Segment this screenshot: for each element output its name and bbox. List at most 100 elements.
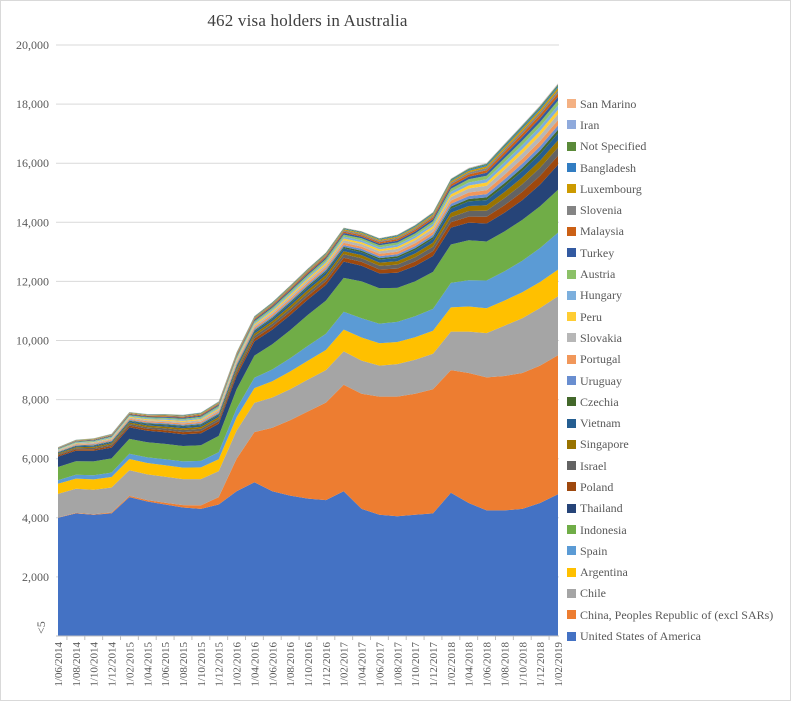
x-axis-label: 1/08/2018 bbox=[499, 642, 511, 687]
area-series bbox=[58, 355, 558, 518]
legend-label: United States of America bbox=[580, 629, 701, 644]
legend-item: San Marino bbox=[567, 93, 789, 114]
y-axis-label: 4,000 bbox=[22, 511, 49, 525]
legend-swatch-icon bbox=[567, 376, 576, 385]
legend-swatch-icon bbox=[567, 163, 576, 173]
legend-label: Hungary bbox=[580, 288, 622, 303]
y-axis-label: 6,000 bbox=[22, 452, 49, 466]
legend-swatch-icon bbox=[567, 354, 576, 364]
legend-swatch-icon bbox=[567, 141, 576, 151]
legend-label: Bangladesh bbox=[580, 160, 636, 175]
legend-item: Chile bbox=[567, 583, 789, 604]
x-axis-label: 1/10/2018 bbox=[517, 642, 529, 687]
legend-item: Hungary bbox=[567, 285, 789, 306]
legend-item: Spain bbox=[567, 540, 789, 561]
x-axis-label: 1/04/2017 bbox=[357, 642, 369, 687]
legend-swatch-icon bbox=[567, 503, 576, 513]
x-axis-label: 1/04/2015 bbox=[142, 642, 154, 687]
legend-swatch-icon bbox=[567, 205, 576, 215]
x-axis-label: 1/04/2016 bbox=[249, 642, 261, 687]
x-axis-label: 1/08/2014 bbox=[71, 642, 83, 687]
legend-item: Indonesia bbox=[567, 519, 789, 540]
y-axis-zero-label: <5 bbox=[34, 621, 48, 634]
x-axis-label: 1/12/2016 bbox=[321, 642, 333, 687]
legend-label: Czechia bbox=[580, 394, 619, 409]
legend-item: Singapore bbox=[567, 434, 789, 455]
x-axis-label: 1/02/2019 bbox=[553, 642, 565, 687]
legend-item: Bangladesh bbox=[567, 157, 789, 178]
x-axis-label: 1/02/2017 bbox=[339, 642, 351, 687]
legend-swatch-icon bbox=[567, 269, 576, 279]
legend-item: Slovenia bbox=[567, 199, 789, 220]
legend-label: Slovakia bbox=[580, 330, 622, 345]
legend-label: Vietnam bbox=[580, 416, 621, 431]
legend-label: Turkey bbox=[580, 245, 615, 260]
legend-swatch-icon bbox=[567, 333, 576, 343]
legend-item: Thailand bbox=[567, 498, 789, 519]
legend-label: San Marino bbox=[580, 96, 637, 111]
x-axis-label: 1/12/2017 bbox=[428, 642, 440, 687]
x-axis-label: 1/02/2015 bbox=[124, 642, 136, 687]
y-axis-label: 14,000 bbox=[16, 215, 49, 229]
legend-swatch-icon bbox=[567, 631, 576, 641]
legend-swatch-icon bbox=[567, 482, 576, 492]
x-axis-label: 1/06/2017 bbox=[374, 642, 386, 687]
x-axis-label: 1/02/2018 bbox=[446, 642, 458, 687]
legend: San Marino Iran Not Specified Bangladesh Lux… bbox=[567, 93, 789, 647]
x-axis-label: 1/10/2015 bbox=[196, 642, 208, 687]
x-axis-label: 1/12/2015 bbox=[214, 642, 226, 687]
legend-item: Argentina bbox=[567, 562, 789, 583]
legend-label: Poland bbox=[580, 479, 614, 494]
area-series bbox=[58, 105, 558, 451]
legend-item: Luxembourg bbox=[567, 178, 789, 199]
area-series bbox=[58, 100, 558, 450]
legend-label: Slovenia bbox=[580, 203, 622, 218]
chart-title: 462 visa holders in Australia bbox=[207, 11, 408, 30]
legend-swatch-icon bbox=[567, 418, 576, 428]
y-axis-label: 8,000 bbox=[22, 393, 49, 407]
x-axis-label: 1/04/2018 bbox=[464, 642, 476, 687]
legend-item: Malaysia bbox=[567, 221, 789, 242]
legend-label: Indonesia bbox=[580, 522, 627, 537]
y-axis-label: 10,000 bbox=[16, 334, 49, 348]
legend-label: Spain bbox=[580, 543, 608, 558]
legend-item: Israel bbox=[567, 455, 789, 476]
legend-item: China, Peoples Republic of (excl SARs) bbox=[567, 604, 789, 625]
x-axis-label: 1/02/2016 bbox=[232, 642, 244, 687]
legend-label: Peru bbox=[580, 309, 602, 324]
legend-swatch-icon bbox=[567, 99, 576, 109]
area-series bbox=[58, 296, 558, 518]
x-axis-label: 1/08/2016 bbox=[285, 642, 297, 687]
x-axis-label: 1/12/2014 bbox=[107, 642, 119, 687]
legend-swatch-icon bbox=[567, 525, 576, 535]
legend-item: Iran bbox=[567, 114, 789, 135]
y-axis-label: 12,000 bbox=[16, 274, 49, 288]
legend-item: Turkey bbox=[567, 242, 789, 263]
legend-label: Chile bbox=[580, 586, 606, 601]
legend-swatch-icon bbox=[567, 248, 576, 258]
y-axis-label: 2,000 bbox=[22, 570, 49, 584]
x-axis-label: 1/10/2017 bbox=[410, 642, 422, 687]
legend-item: Czechia bbox=[567, 391, 789, 412]
legend-swatch-icon bbox=[567, 312, 576, 322]
legend-label: China, Peoples Republic of (excl SARs) bbox=[580, 607, 774, 622]
legend-item: Portugal bbox=[567, 349, 789, 370]
legend-swatch-icon bbox=[567, 226, 576, 236]
legend-label: Uruguay bbox=[580, 373, 622, 388]
legend-label: Thailand bbox=[580, 501, 623, 516]
legend-label: Luxembourg bbox=[580, 181, 642, 196]
legend-item: Not Specified bbox=[567, 136, 789, 157]
y-axis-label: 16,000 bbox=[16, 156, 49, 170]
legend-swatch-icon bbox=[567, 567, 576, 577]
legend-swatch-icon bbox=[567, 588, 576, 598]
legend-swatch-icon bbox=[567, 397, 576, 407]
legend-swatch-icon bbox=[567, 184, 576, 194]
x-axis-label: 1/06/2018 bbox=[482, 642, 494, 687]
legend-label: Not Specified bbox=[580, 139, 647, 154]
legend-swatch-icon bbox=[567, 290, 576, 300]
legend-swatch-icon bbox=[567, 461, 576, 471]
legend-item: Peru bbox=[567, 306, 789, 327]
legend-item: United States of America bbox=[567, 625, 789, 646]
